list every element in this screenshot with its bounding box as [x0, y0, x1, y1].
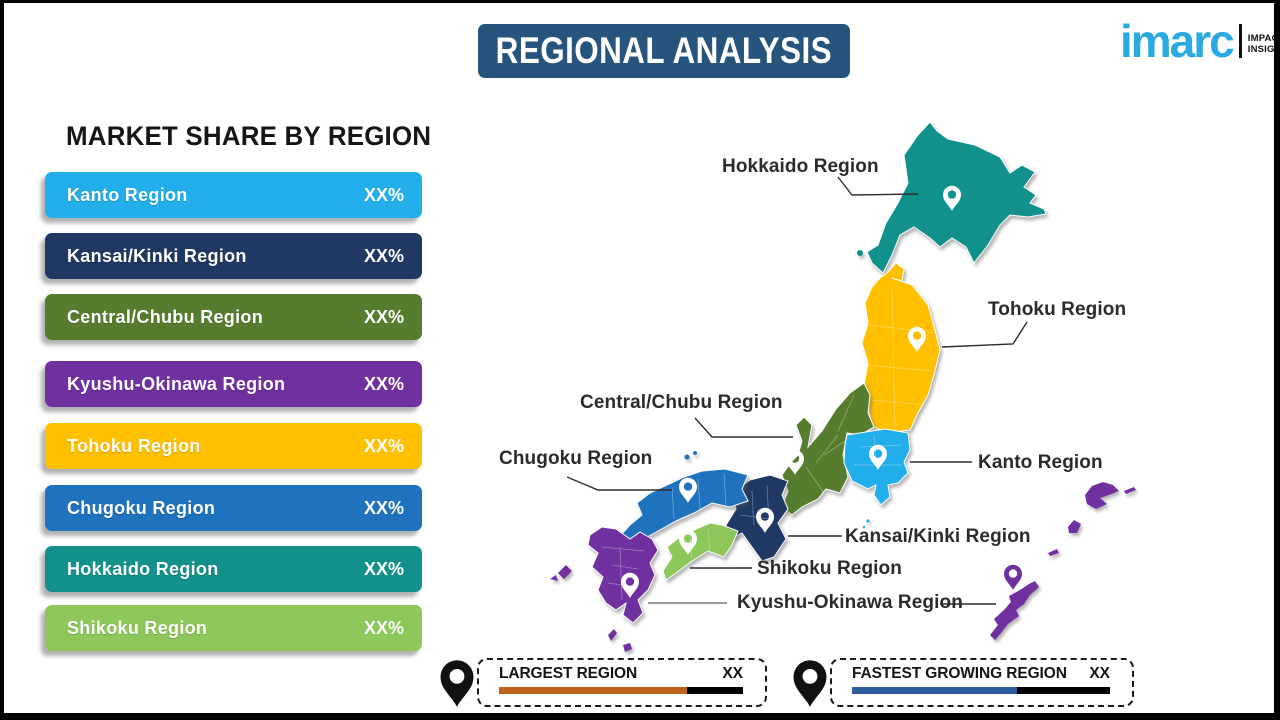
share-bar-value: XX% [363, 306, 404, 327]
hokkaido-pin-icon [943, 185, 961, 211]
hokkaido-map-label: Hokkaido Region [722, 156, 879, 177]
page-border-left [0, 0, 4, 720]
imarc-logo: imarc IMPACTFUL INSIGHTS [1120, 15, 1280, 67]
oki-islet [693, 451, 697, 455]
fastest-growing-bar-fill [852, 687, 1018, 694]
page-border-bottom [0, 713, 1280, 720]
share-bar-kanto: Kanto Region XX% [45, 172, 422, 218]
share-bar-value: XX% [363, 435, 404, 456]
okushiri-islet [857, 250, 863, 256]
fastest-growing-legend: FASTEST GROWING REGION XX [830, 658, 1134, 707]
share-bar-chubu: Central/Chubu Region XX% [45, 294, 422, 340]
hokkaido-leader-line [837, 176, 919, 196]
share-bar-label: Hokkaido Region [67, 558, 219, 579]
fastest-growing-bar [852, 687, 1110, 694]
okinawa-main-island [990, 581, 1039, 640]
share-bar-value: XX% [363, 497, 404, 518]
kansai-pin-icon [756, 507, 774, 533]
title-banner: REGIONAL ANALYSIS [478, 24, 850, 78]
prefecture-borders [671, 472, 727, 520]
share-bar-label: Tohoku Region [67, 435, 201, 456]
page-border-top [0, 0, 1280, 3]
chubu-map-label: Central/Chubu Region [580, 392, 783, 413]
region-kanto [843, 428, 911, 529]
largest-region-label: LARGEST REGION [499, 665, 638, 682]
japan-map: Hokkaido Region Tohoku Region Central/Ch… [440, 95, 1140, 665]
largest-region-bar-fill [499, 687, 687, 694]
share-bar-value: XX% [363, 245, 404, 266]
kyushu-pin-icon [621, 572, 639, 598]
share-bar-label: Kansai/Kinki Region [67, 245, 247, 266]
share-bar-tohoku: Tohoku Region XX% [45, 423, 422, 469]
page-border-right [1274, 0, 1280, 720]
share-bar-value: XX% [363, 558, 404, 579]
kanto-pin-icon [869, 444, 887, 470]
share-bar-kansai: Kansai/Kinki Region XX% [45, 233, 422, 279]
imarc-wordmark: imarc [1120, 15, 1235, 67]
share-bar-label: Chugoku Region [67, 497, 216, 518]
japan-map-svg [550, 121, 1136, 652]
tohoku-leader-line [941, 321, 1028, 348]
prefecture-borders [739, 484, 771, 526]
kyushu-okinawa-map-label: Kyushu-Okinawa Region [737, 592, 963, 613]
fastest-growing-label: FASTEST GROWING REGION [852, 665, 1067, 682]
largest-region-value: XX [722, 665, 743, 682]
share-bar-hokkaido: Hokkaido Region XX% [45, 546, 422, 592]
chugoku-pin-icon [679, 477, 697, 503]
chubu-leader-line [694, 417, 793, 438]
prefecture-borders [865, 286, 937, 431]
map-pins [621, 185, 1022, 598]
region-kyushu [550, 526, 659, 652]
tohoku-map-label: Tohoku Region [988, 299, 1127, 320]
kansai-map-label: Kansai/Kinki Region [845, 526, 1031, 547]
region-hokkaido [857, 121, 1047, 274]
share-bar-label: Shikoku Region [67, 617, 208, 638]
shikoku-shape [662, 522, 739, 581]
kyushu-shape [587, 526, 659, 624]
share-bar-chugoku: Chugoku Region XX% [45, 485, 422, 531]
shikoku-map-label: Shikoku Region [757, 558, 902, 579]
okinawa-pin-icon [1004, 564, 1022, 590]
prefecture-borders [805, 394, 855, 494]
chubu-pin-icon [786, 449, 804, 475]
share-bar-shikoku: Shikoku Region XX% [45, 605, 422, 651]
largest-region-bar [499, 687, 743, 694]
share-bar-label: Central/Chubu Region [67, 306, 263, 327]
chugoku-leader-line [566, 476, 672, 491]
page-title: REGIONAL ANALYSIS [495, 30, 833, 71]
amami-islands [1048, 482, 1136, 556]
logo-divider [1238, 24, 1242, 59]
share-bar-value: XX% [363, 373, 404, 394]
fastest-growing-pin-icon [793, 660, 827, 707]
tohoku-shape [861, 262, 941, 434]
share-bar-label: Kanto Region [67, 184, 188, 205]
region-shikoku [662, 522, 739, 581]
prefecture-borders [601, 546, 645, 601]
logo-tagline: IMPACTFUL INSIGHTS [1247, 33, 1280, 56]
tohoku-pin-icon [908, 326, 926, 352]
share-bar-value: XX% [363, 617, 404, 638]
largest-region-pin-icon [440, 660, 474, 707]
largest-region-legend: LARGEST REGION XX [477, 658, 767, 707]
market-share-heading: MARKET SHARE BY REGION [66, 121, 432, 151]
chugoku-map-label: Chugoku Region [499, 448, 653, 469]
shikoku-pin-icon [679, 529, 697, 555]
izu-islet [866, 519, 870, 523]
region-tohoku [861, 262, 941, 434]
region-okinawa [990, 482, 1136, 640]
share-bar-value: XX% [363, 184, 404, 205]
share-bar-label: Kyushu-Okinawa Region [67, 373, 286, 394]
kanto-map-label: Kanto Region [978, 452, 1103, 473]
oki-islet [684, 454, 690, 460]
izu-islet [862, 525, 866, 529]
share-bar-kyushu-okinawa: Kyushu-Okinawa Region XX% [45, 361, 422, 407]
fastest-growing-value: XX [1089, 665, 1110, 682]
